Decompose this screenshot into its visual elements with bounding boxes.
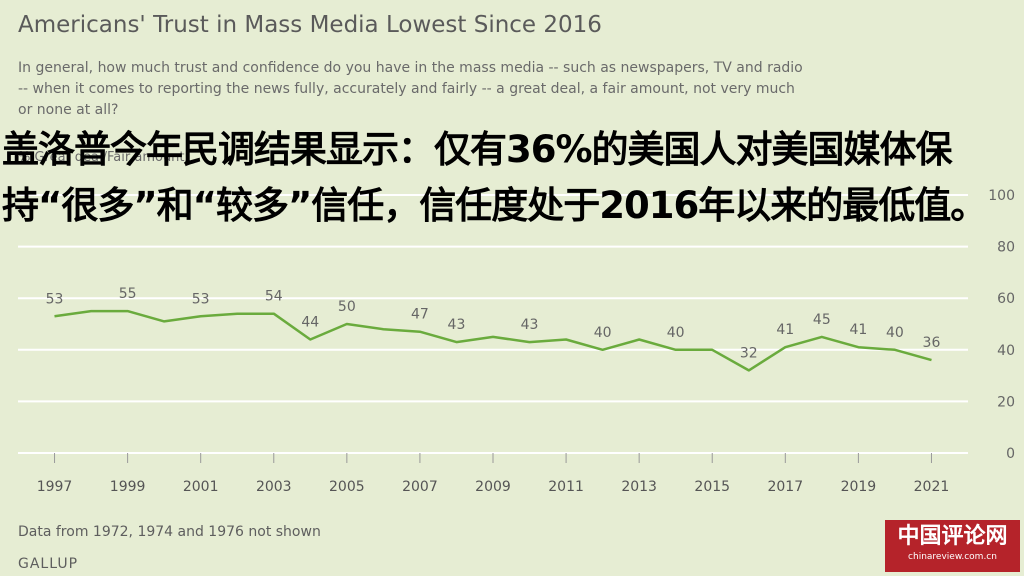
chart-note: Data from 1972, 1974 and 1976 not shown [18,524,321,540]
data-label: 53 [46,291,64,307]
data-label: 45 [813,312,831,328]
data-label: 32 [740,345,758,361]
y-tick-label: 100 [988,188,1015,204]
watermark-logo: 中国评论网 chinareview.com.cn [885,520,1020,572]
data-label: 54 [265,289,283,305]
chart-title: Americans' Trust in Mass Media Lowest Si… [18,12,602,38]
x-tick-label: 2019 [841,479,877,495]
data-label: 36 [923,335,941,351]
y-tick-label: 60 [997,291,1015,307]
watermark-name: 中国评论网 [897,524,1008,549]
data-label: 40 [886,325,904,341]
x-tick-label: 2015 [694,479,730,495]
data-label: 43 [521,317,539,333]
x-tick-label: 2007 [402,479,438,495]
y-tick-label: 0 [1006,446,1015,462]
y-tick-label: 20 [997,394,1015,410]
data-label: 50 [338,299,356,315]
x-tick-label: 2021 [914,479,950,495]
data-label: 53 [192,291,210,307]
x-tick-label: 2009 [475,479,511,495]
data-label: 47 [411,307,429,323]
y-tick-label: 40 [997,343,1015,359]
watermark-url: chinareview.com.cn [908,552,997,562]
chart-subtitle: In general, how much trust and confidenc… [18,60,803,118]
data-label: 40 [667,325,685,341]
x-tick-label: 2011 [548,479,584,495]
x-tick-label: 2013 [621,479,657,495]
x-tick-label: 2017 [767,479,803,495]
series-line [54,309,932,372]
data-label: 44 [301,314,319,330]
data-label: 55 [119,286,137,302]
data-label: 40 [594,325,612,341]
x-tick-label: 2005 [329,479,365,495]
series-label: % Great deal/Fair amount [18,150,185,165]
data-label: 43 [448,317,466,333]
x-tick-label: 1997 [37,479,73,495]
x-tick-label: 2001 [183,479,219,495]
data-label: 41 [776,322,794,338]
x-tick-label: 1999 [110,479,146,495]
source-label: GALLUP [18,556,79,572]
y-tick-label: 80 [997,240,1015,256]
data-label: 41 [849,322,867,338]
overlay-caption: 盖洛普今年民调结果显示：仅有36%的美国人对美国媒体保持“很多”和“较多”信任，… [2,128,987,227]
x-tick-label: 2003 [256,479,292,495]
